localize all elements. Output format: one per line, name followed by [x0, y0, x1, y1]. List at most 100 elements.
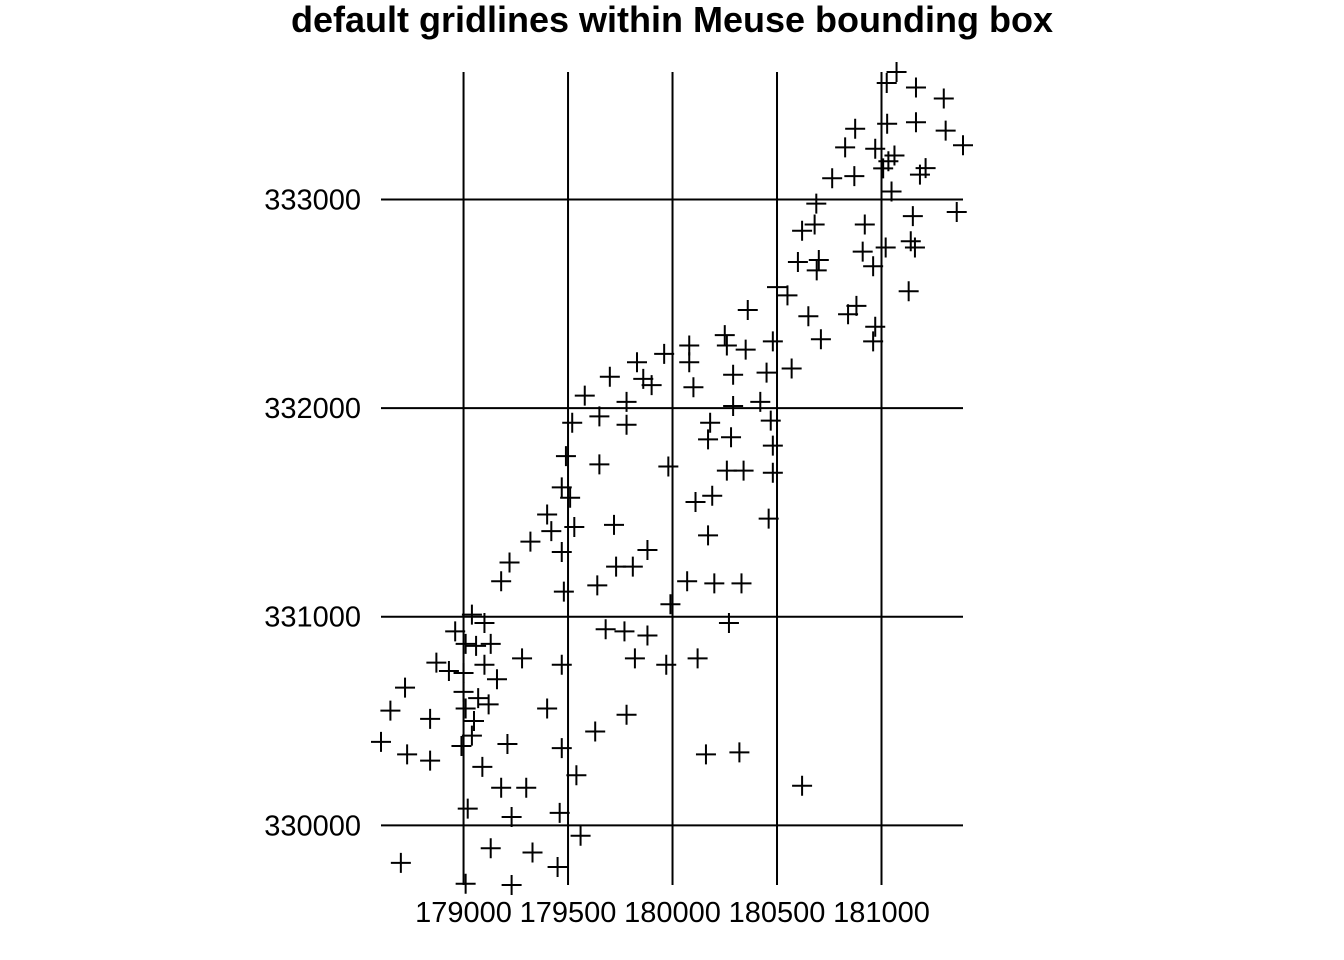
data-point [854, 214, 875, 235]
data-point [537, 698, 558, 719]
horizontal-gridlines [381, 198, 963, 827]
data-point [904, 237, 925, 258]
data-point [877, 113, 898, 134]
data-point [806, 193, 827, 214]
data-point [863, 331, 884, 352]
data-point [541, 521, 562, 542]
data-point [698, 525, 719, 546]
data-point [426, 652, 447, 673]
data-point [371, 731, 391, 752]
data-point [497, 733, 518, 754]
data-point [718, 612, 739, 633]
data-point [562, 412, 583, 433]
data-point [844, 166, 865, 187]
data-point [461, 604, 482, 625]
data-point [463, 711, 484, 732]
y-tick-label: 330000 [264, 810, 361, 842]
data-point [781, 358, 802, 379]
data-point [716, 335, 737, 356]
data-point [472, 756, 493, 777]
data-point [553, 581, 574, 602]
data-point [457, 798, 478, 819]
data-point [835, 137, 856, 158]
data-point [946, 201, 967, 222]
data-point [626, 352, 647, 373]
data-point [491, 571, 512, 592]
data-point [397, 744, 418, 765]
data-point [846, 295, 867, 316]
data-point [616, 704, 637, 725]
data-point [395, 677, 416, 698]
data-point [902, 206, 923, 227]
data-point [735, 339, 756, 360]
data-point [845, 118, 866, 139]
data-point [792, 775, 813, 796]
data-point [622, 556, 643, 577]
data-point [777, 285, 798, 306]
data-point [714, 325, 735, 346]
data-point [787, 252, 808, 273]
data-point [574, 385, 595, 406]
data-point [595, 619, 616, 640]
data-point [516, 777, 537, 798]
data-point [792, 220, 813, 241]
data-point [589, 454, 610, 475]
data-point [656, 654, 677, 675]
data-point [721, 427, 742, 448]
data-point [480, 633, 501, 654]
y-tick-label: 332000 [264, 393, 361, 425]
data-point [685, 491, 706, 512]
data-point [501, 875, 522, 895]
data-point [723, 396, 744, 417]
data-point [604, 514, 625, 535]
data-point [512, 648, 533, 669]
data-point [808, 249, 829, 270]
data-point [451, 736, 472, 757]
data-point [478, 694, 499, 715]
data-point [551, 542, 572, 563]
data-point [520, 531, 541, 552]
data-point [566, 765, 587, 786]
data-point [641, 375, 662, 396]
data-point [852, 241, 873, 262]
data-point [804, 214, 825, 235]
data-point [683, 377, 704, 398]
y-tick-labels: 330000 331000 332000 333000 [264, 184, 361, 842]
data-point [762, 462, 783, 483]
data-point [909, 164, 930, 185]
y-tick-label: 331000 [264, 602, 361, 634]
data-point [587, 575, 608, 596]
data-point [898, 281, 919, 302]
data-point [767, 277, 788, 298]
data-point [876, 73, 897, 94]
data-point [865, 138, 886, 159]
data-point [702, 485, 723, 506]
data-point [537, 504, 558, 525]
data-point [501, 806, 522, 827]
data-point [549, 802, 570, 823]
data-point [637, 539, 658, 560]
y-tick-label: 333000 [264, 184, 361, 216]
data-point [881, 181, 902, 202]
data-point [455, 633, 476, 654]
x-tick-label: 179500 [520, 897, 617, 929]
data-point [762, 331, 783, 352]
data-point [760, 410, 781, 431]
x-tick-label: 181000 [833, 897, 930, 929]
data-point [822, 168, 843, 189]
vertical-gridlines [462, 72, 883, 885]
data-point [551, 738, 572, 759]
data-point [614, 621, 635, 642]
data-point [953, 135, 973, 156]
data-point [453, 663, 474, 684]
data-point [750, 391, 771, 412]
data-point [570, 825, 591, 846]
data-point [491, 777, 512, 798]
data-point [758, 508, 779, 529]
data-point [466, 635, 487, 656]
data-point [585, 721, 606, 742]
data-point [798, 306, 819, 327]
data-point [865, 316, 886, 337]
data-point [679, 352, 700, 373]
